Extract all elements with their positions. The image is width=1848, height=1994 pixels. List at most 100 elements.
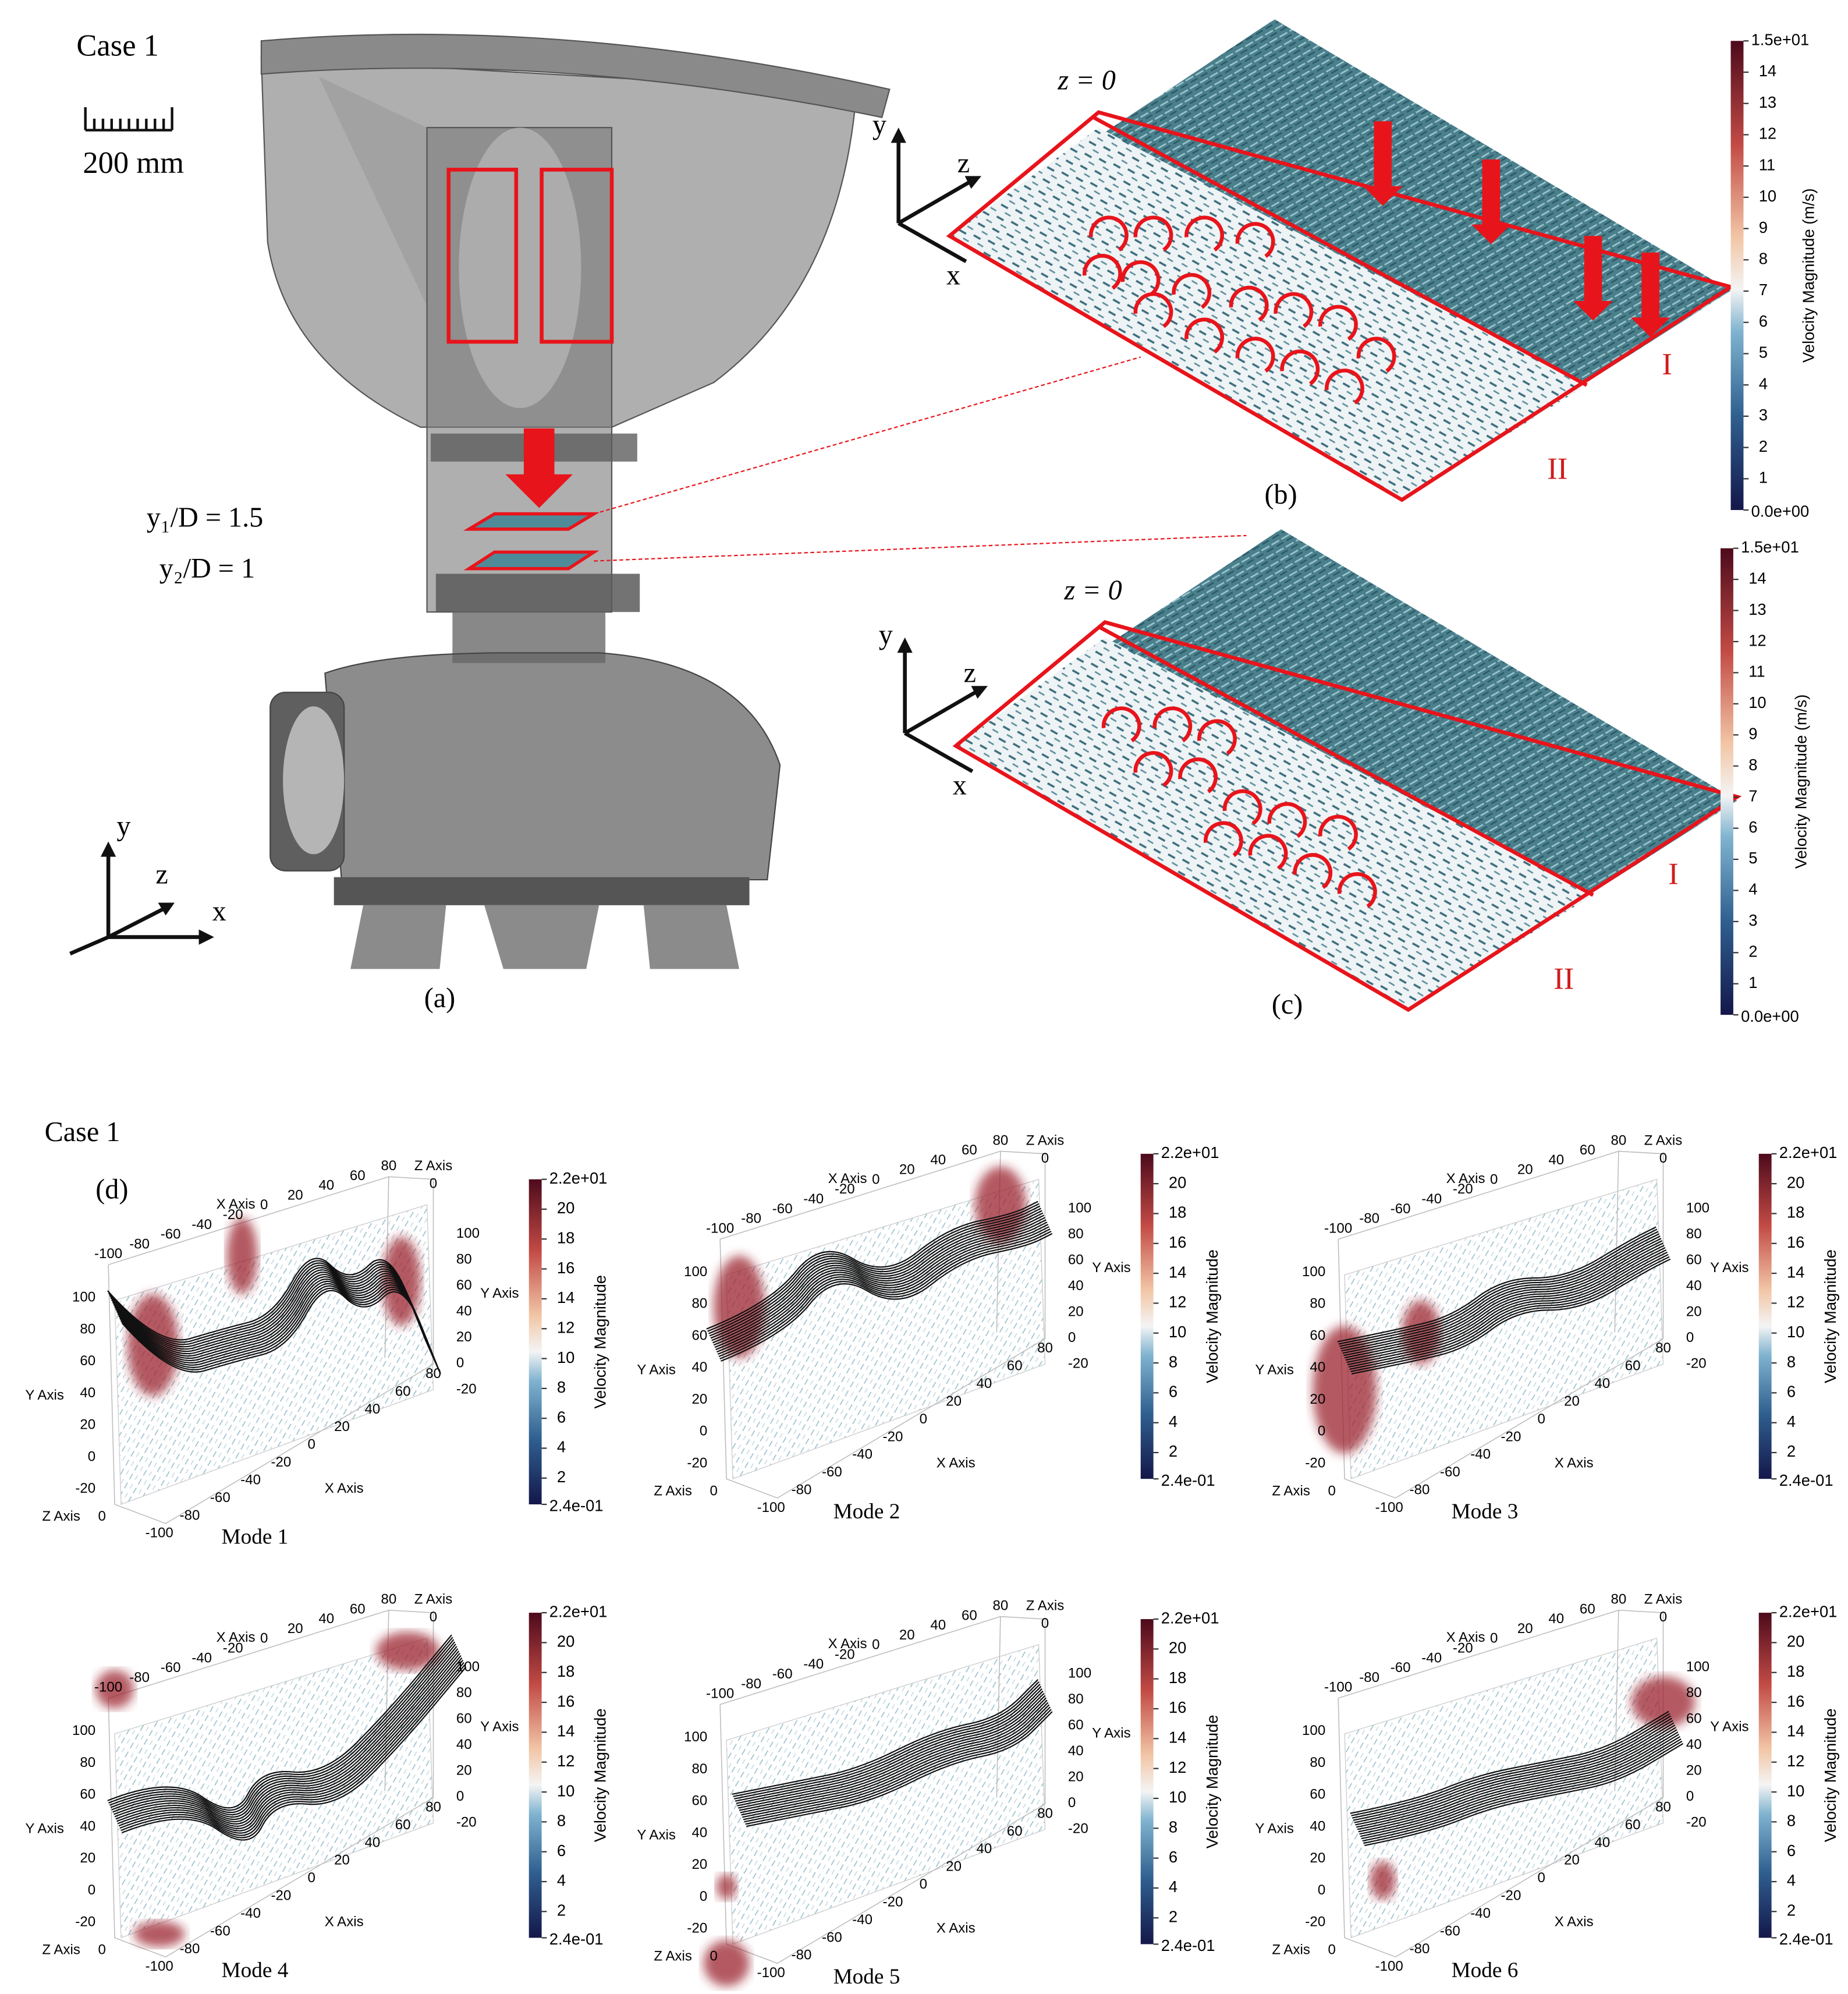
colorbar-label: 7 xyxy=(1759,281,1768,299)
x-tick-label: -20 xyxy=(223,1207,243,1223)
colorbar-label: 20 xyxy=(557,1199,574,1217)
colorbar-label: 4 xyxy=(1169,1412,1177,1430)
colorbar-label: 16 xyxy=(557,1259,574,1277)
axis-title: Z Axis xyxy=(414,1592,453,1607)
colorbar-label: 10 xyxy=(1787,1323,1804,1341)
y-tick-label: 40 xyxy=(1686,1278,1702,1294)
y-tick-label: 0 xyxy=(1686,1330,1694,1345)
streamline xyxy=(1348,1251,1668,1368)
x-tick-label: 40 xyxy=(364,1401,380,1417)
x-tick-label: 0 xyxy=(308,1437,315,1453)
base xyxy=(334,877,750,905)
streamline xyxy=(739,1695,1046,1811)
colorbar-label: 2.2e+01 xyxy=(549,1602,608,1620)
colorbar-label: 10 xyxy=(1169,1788,1186,1806)
streamline xyxy=(1339,1231,1659,1347)
axis-title: Y Axis xyxy=(637,1827,675,1843)
mode-label: Mode 1 xyxy=(222,1525,289,1549)
streamline xyxy=(1360,1734,1680,1837)
colorbar-label: 14 xyxy=(557,1288,574,1306)
colorbar xyxy=(1758,1153,1772,1479)
streamline xyxy=(118,1659,464,1834)
colorbar-label: 8 xyxy=(1748,756,1757,774)
streamline xyxy=(112,1269,432,1354)
high-velocity-region xyxy=(1402,1300,1441,1365)
x-tick-label: 40 xyxy=(318,1178,334,1193)
x-tick-label: -40 xyxy=(240,1906,261,1921)
colorbar-label: 6 xyxy=(1787,1841,1796,1860)
streamline xyxy=(736,1688,1043,1804)
streamline xyxy=(120,1287,441,1372)
colorbar-label: 2 xyxy=(1787,1901,1796,1919)
streamline xyxy=(740,1697,1047,1814)
streamline xyxy=(116,1278,437,1363)
mode-panel: -100-100-80-80-60-60-40-40-20-2000202040… xyxy=(1255,1592,1839,1983)
red-arrow xyxy=(1630,252,1670,338)
scale-bar-label: 200 mm xyxy=(83,146,184,180)
y-tick-label: 60 xyxy=(691,1327,707,1343)
colorbar-label: 1.5e+01 xyxy=(1751,30,1810,48)
colorbar-label: 6 xyxy=(1169,1383,1177,1401)
colorbar-label: 14 xyxy=(1169,1729,1186,1747)
x-tick-label: -80 xyxy=(180,1941,200,1957)
colorbar-label: 2.4e-01 xyxy=(549,1930,604,1948)
high-velocity-region xyxy=(1370,1861,1396,1900)
y-tick-label: 40 xyxy=(1310,1359,1325,1375)
colorbar-title: Velocity Magnitude (m/s) xyxy=(1800,188,1818,363)
streamline xyxy=(1344,1242,1663,1359)
streamline xyxy=(709,1207,1041,1337)
streamline xyxy=(120,1664,466,1839)
colorbar-label: 10 xyxy=(557,1348,574,1366)
y-tick-label: -20 xyxy=(687,1455,707,1471)
colorbar-label: 9 xyxy=(1748,725,1757,743)
x-tick-label: 0 xyxy=(1538,1411,1545,1427)
y-tick-label: -20 xyxy=(1686,1815,1707,1830)
axes xyxy=(903,647,979,773)
x-tick-label: 60 xyxy=(962,1607,977,1623)
vortex xyxy=(1133,292,1173,328)
x-tick-label: -60 xyxy=(1440,1923,1460,1939)
axis-title: Y Axis xyxy=(25,1821,63,1837)
colorbar-label: 14 xyxy=(1169,1263,1186,1281)
region-label: I xyxy=(1662,348,1672,381)
x-tick-label: 60 xyxy=(1580,1142,1595,1158)
x-tick-label: -40 xyxy=(1470,1447,1491,1462)
axis-title: Y Axis xyxy=(1092,1260,1130,1276)
colorbar-label: 10 xyxy=(1169,1323,1186,1341)
colorbar-label: 8 xyxy=(1169,1818,1177,1836)
colorbar-label: 6 xyxy=(1169,1848,1177,1866)
y-tick-label: -20 xyxy=(687,1920,707,1936)
case-label: Case 1 xyxy=(76,29,159,62)
colorbar-label: 20 xyxy=(1787,1173,1804,1191)
x-tick-label: -60 xyxy=(1440,1464,1460,1480)
zoom-line xyxy=(594,534,1247,562)
streamline xyxy=(737,1690,1044,1807)
colorbar-label: 1 xyxy=(1759,469,1768,487)
streamline xyxy=(733,1681,1040,1797)
streamline xyxy=(114,1274,434,1358)
streamline xyxy=(1346,1247,1666,1363)
axis-title: Y Axis xyxy=(25,1387,63,1403)
y-tick-label: 80 xyxy=(1310,1755,1325,1770)
z-tick-label: 0 xyxy=(1659,1609,1667,1625)
vortex xyxy=(1088,215,1129,252)
plane xyxy=(463,550,600,571)
colorbar-label: 18 xyxy=(557,1662,574,1680)
colorbar-label: 18 xyxy=(1787,1203,1804,1221)
mode-panel: -100-100-80-80-60-60-40-40-20-2000202040… xyxy=(25,1158,609,1549)
colorbar-label: 14 xyxy=(557,1722,574,1740)
y-tick-label: 20 xyxy=(691,1391,707,1407)
x-tick-label: 0 xyxy=(872,1637,879,1653)
x-tick-label: -60 xyxy=(1391,1660,1411,1676)
vortex xyxy=(1101,706,1141,743)
x-tick-label: -60 xyxy=(161,1227,181,1242)
streamline xyxy=(744,1706,1051,1823)
axis-label: y xyxy=(879,619,893,650)
axis-title: X Axis xyxy=(1555,1455,1594,1471)
y-tick-label: 0 xyxy=(1686,1788,1694,1804)
colorbar xyxy=(528,1179,542,1504)
x-tick-label: -60 xyxy=(822,1929,842,1945)
y-tick-label: 100 xyxy=(72,1723,95,1738)
